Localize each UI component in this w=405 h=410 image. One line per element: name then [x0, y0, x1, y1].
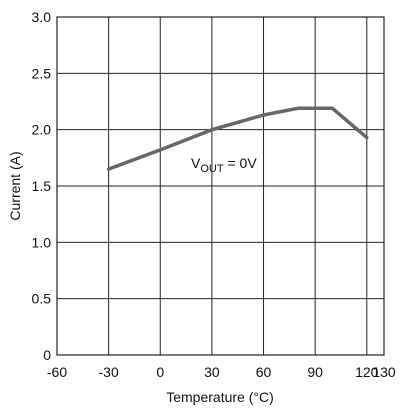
x-tick-label: 0: [156, 364, 164, 380]
y-tick-label: 2.0: [32, 122, 52, 138]
horizontal-gridlines: [57, 72, 384, 300]
x-tick-label: -30: [99, 364, 119, 380]
vout-annotation-rest: = 0V: [224, 155, 258, 171]
x-tick-label: 30: [204, 364, 220, 380]
x-tick-label: 120: [355, 364, 379, 380]
series-line: [106, 106, 369, 171]
vout-annotation-sub: OUT: [200, 163, 224, 175]
y-tick-label: 1.0: [32, 234, 52, 250]
y-tick-label: 0.5: [32, 291, 52, 307]
vout-annotation-main: V: [191, 155, 201, 171]
x-tick-label: 60: [256, 364, 272, 380]
series-layer: [106, 106, 369, 171]
y-tick-label: 1.5: [32, 178, 52, 194]
x-tick-label: 90: [307, 364, 323, 380]
y-tick-labels: 0 0.5 1.0 1.5 2.0 2.5 3.0: [32, 9, 52, 363]
y-axis-title: Current (A): [7, 151, 23, 220]
vout-annotation: VOUT = 0V: [191, 155, 257, 175]
x-tick-label: -60: [47, 364, 67, 380]
y-tick-label: 2.5: [32, 65, 52, 81]
x-axis-title: Temperature (°C): [166, 389, 274, 405]
y-tick-label: 0: [43, 347, 51, 363]
y-tick-label: 3.0: [32, 9, 52, 25]
x-tick-label: 130: [372, 364, 396, 380]
